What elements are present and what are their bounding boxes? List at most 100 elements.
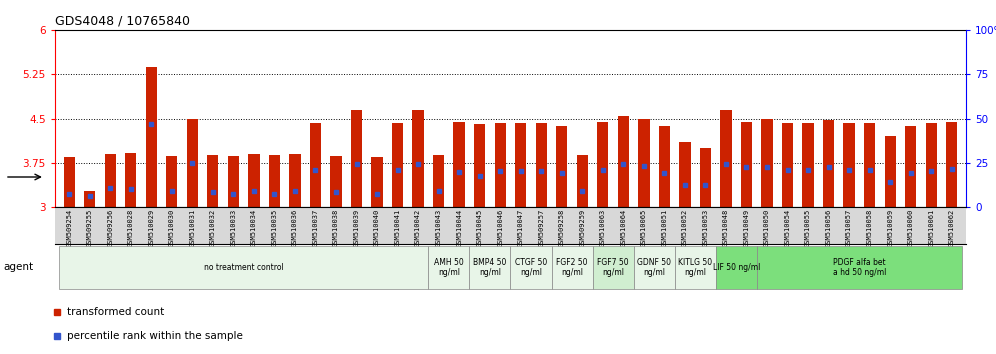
Bar <box>289 154 301 207</box>
Bar <box>248 154 260 207</box>
Text: GSM510046: GSM510046 <box>497 209 503 247</box>
Text: GSM510054: GSM510054 <box>785 209 791 247</box>
Bar <box>618 116 629 207</box>
Text: GSM510038: GSM510038 <box>333 209 339 247</box>
Text: GSM510057: GSM510057 <box>847 209 853 247</box>
Text: GSM510032: GSM510032 <box>210 209 216 247</box>
Bar <box>658 126 670 207</box>
Text: GDNF 50
ng/ml: GDNF 50 ng/ml <box>637 258 671 277</box>
Bar <box>556 126 568 207</box>
Text: GSM510061: GSM510061 <box>928 209 934 247</box>
Text: GSM510052: GSM510052 <box>682 209 688 247</box>
Bar <box>598 121 609 207</box>
Text: GSM510047: GSM510047 <box>518 209 524 247</box>
Text: FGF2 50
ng/ml: FGF2 50 ng/ml <box>557 258 588 277</box>
Text: LIF 50 ng/ml: LIF 50 ng/ml <box>712 263 760 272</box>
Bar <box>716 246 757 289</box>
Text: GSM510055: GSM510055 <box>805 209 811 247</box>
Bar <box>453 121 465 207</box>
Bar <box>577 155 588 207</box>
Text: GSM510059: GSM510059 <box>887 209 893 247</box>
Text: GSM509254: GSM509254 <box>66 209 72 247</box>
Text: GSM510058: GSM510058 <box>867 209 872 247</box>
Text: GSM510064: GSM510064 <box>621 209 626 247</box>
Text: no treatment control: no treatment control <box>204 263 284 272</box>
Bar <box>782 123 793 207</box>
Bar <box>495 123 506 207</box>
Text: GSM510033: GSM510033 <box>230 209 236 247</box>
Bar <box>125 153 136 207</box>
Bar <box>474 125 485 207</box>
Bar <box>84 190 96 207</box>
Bar <box>700 148 711 207</box>
Text: PDGF alfa bet
a hd 50 ng/ml: PDGF alfa bet a hd 50 ng/ml <box>833 258 886 277</box>
Text: FGF7 50
ng/ml: FGF7 50 ng/ml <box>598 258 628 277</box>
Bar <box>761 119 773 207</box>
Bar <box>844 123 855 207</box>
Text: GSM510029: GSM510029 <box>148 209 154 247</box>
Bar <box>351 110 363 207</box>
Bar <box>186 119 198 207</box>
Bar <box>638 119 649 207</box>
Text: GSM510065: GSM510065 <box>640 209 646 247</box>
Bar <box>105 154 116 207</box>
Text: BMP4 50
ng/ml: BMP4 50 ng/ml <box>473 258 507 277</box>
Text: GSM510030: GSM510030 <box>168 209 174 247</box>
Bar <box>59 246 428 289</box>
Text: GSM510063: GSM510063 <box>600 209 606 247</box>
Text: GSM510051: GSM510051 <box>661 209 667 247</box>
Text: transformed count: transformed count <box>68 307 164 317</box>
Bar <box>905 126 916 207</box>
Text: GSM510037: GSM510037 <box>313 209 319 247</box>
Bar <box>166 156 177 207</box>
Text: GSM510040: GSM510040 <box>374 209 380 247</box>
Bar <box>391 123 403 207</box>
Text: GSM509256: GSM509256 <box>108 209 114 247</box>
Bar <box>207 155 218 207</box>
Text: GSM510044: GSM510044 <box>456 209 462 247</box>
Bar <box>536 123 547 207</box>
Bar <box>515 123 526 207</box>
Text: GSM510060: GSM510060 <box>907 209 913 247</box>
Text: AMH 50
ng/ml: AMH 50 ng/ml <box>434 258 464 277</box>
Text: GSM510031: GSM510031 <box>189 209 195 247</box>
Bar <box>720 110 732 207</box>
Bar <box>741 121 752 207</box>
Text: GSM510039: GSM510039 <box>354 209 360 247</box>
Text: GSM510062: GSM510062 <box>949 209 955 247</box>
Text: GDS4048 / 10765840: GDS4048 / 10765840 <box>55 15 190 28</box>
Text: GSM510049: GSM510049 <box>743 209 750 247</box>
Text: CTGF 50
ng/ml: CTGF 50 ng/ml <box>515 258 547 277</box>
Bar <box>884 136 895 207</box>
Bar <box>510 246 552 289</box>
Bar <box>469 246 510 289</box>
Bar <box>674 246 716 289</box>
Bar <box>228 156 239 207</box>
Text: percentile rank within the sample: percentile rank within the sample <box>68 331 243 341</box>
Bar <box>552 246 593 289</box>
Bar <box>433 155 444 207</box>
Bar <box>593 246 633 289</box>
Text: GSM509258: GSM509258 <box>559 209 565 247</box>
Text: GSM510034: GSM510034 <box>251 209 257 247</box>
Text: GSM509259: GSM509259 <box>580 209 586 247</box>
Bar <box>331 156 342 207</box>
Bar <box>64 157 75 207</box>
Bar <box>823 120 835 207</box>
Text: GSM510045: GSM510045 <box>477 209 483 247</box>
Text: GSM510050: GSM510050 <box>764 209 770 247</box>
Text: GSM509255: GSM509255 <box>87 209 93 247</box>
Text: GSM510042: GSM510042 <box>415 209 421 247</box>
Text: KITLG 50
ng/ml: KITLG 50 ng/ml <box>678 258 712 277</box>
Bar <box>864 123 875 207</box>
Text: GSM510035: GSM510035 <box>271 209 278 247</box>
Text: GSM510028: GSM510028 <box>127 209 133 247</box>
Bar <box>412 110 423 207</box>
Bar <box>803 123 814 207</box>
Bar <box>946 121 957 207</box>
Text: GSM510048: GSM510048 <box>723 209 729 247</box>
Bar <box>633 246 674 289</box>
Text: agent: agent <box>3 262 33 272</box>
Bar <box>145 67 157 207</box>
Text: GSM509257: GSM509257 <box>538 209 544 247</box>
